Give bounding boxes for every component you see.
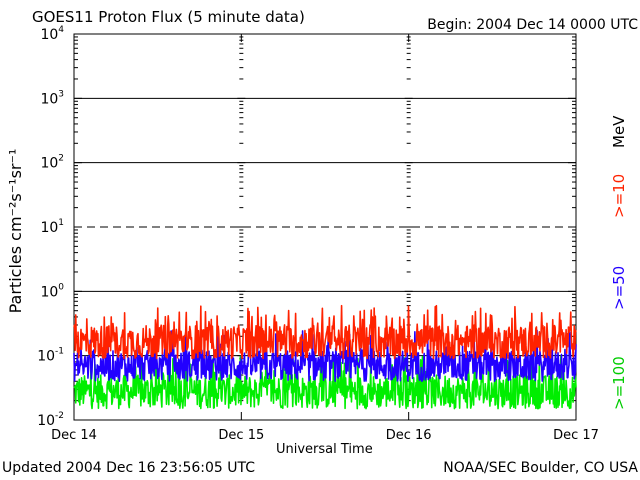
series-line-ge10	[73, 304, 577, 360]
begin-time: Begin: 2004 Dec 14 0000 UTC	[427, 17, 638, 33]
x-tick-label: Dec 15	[218, 428, 264, 443]
x-tick-label: Dec 14	[51, 428, 97, 443]
legend-ge50: >=50	[610, 265, 628, 310]
y-axis-label: Particles cm⁻²s⁻¹sr⁻¹	[6, 149, 25, 314]
x-axis-label: Universal Time	[276, 442, 373, 457]
x-tick-label: Dec 17	[553, 428, 599, 443]
y-tick-label: 101	[40, 218, 64, 236]
series-line-ge50	[73, 329, 577, 383]
y-tick-label: 104	[40, 25, 64, 43]
y-tick-label: 100	[40, 282, 64, 300]
legend-ge100: >=100	[610, 356, 628, 410]
y-tick-label: 10-2	[37, 411, 64, 429]
x-tick-label: Dec 16	[386, 428, 432, 443]
chart-title: GOES11 Proton Flux (5 minute data)	[32, 8, 305, 26]
y-tick-label: 103	[40, 89, 64, 107]
legend-ge10: >=10	[610, 173, 628, 218]
updated-timestamp: Updated 2004 Dec 16 23:56:05 UTC	[2, 460, 256, 476]
credit-line: NOAA/SEC Boulder, CO USA	[443, 460, 638, 476]
y-tick-label: 102	[40, 154, 64, 172]
legend-unit-mev: MeV	[610, 115, 628, 148]
y-tick-label: 10-1	[37, 347, 64, 365]
